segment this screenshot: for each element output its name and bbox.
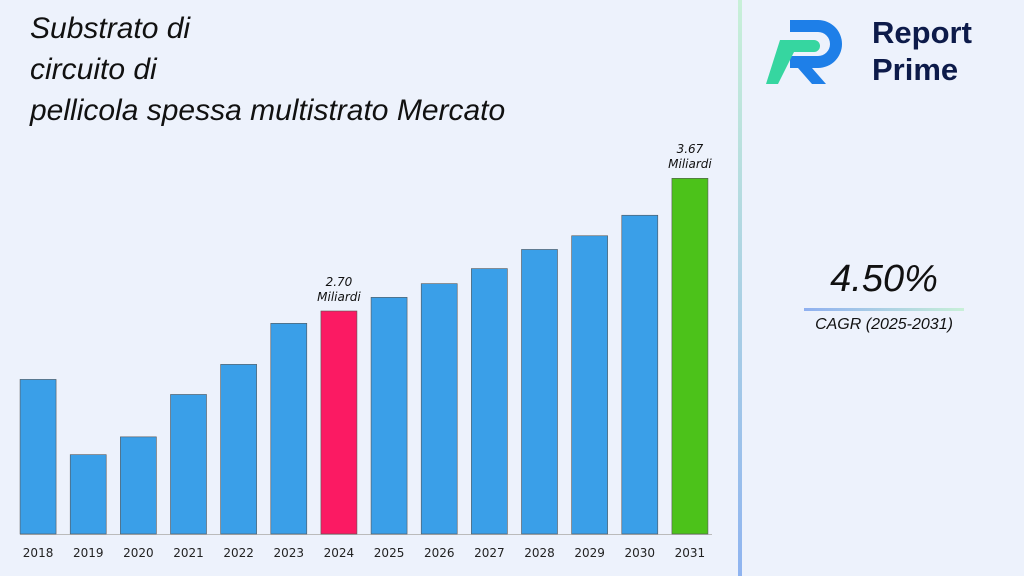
cagr-value: 4.50% <box>830 258 938 300</box>
cagr-label: CAGR (2025-2031) <box>815 316 953 333</box>
bar <box>671 178 709 535</box>
x-tick-label: 2031 <box>675 546 706 560</box>
x-tick-label: 2030 <box>625 546 656 560</box>
bar <box>19 379 57 535</box>
title-line: circuito di <box>30 53 157 86</box>
logo-text: Report Prime <box>872 14 972 88</box>
logo-line: Prime <box>872 52 959 87</box>
bar <box>120 436 157 535</box>
x-tick-label: 2021 <box>173 546 204 560</box>
bar <box>621 214 659 535</box>
divider <box>738 0 742 576</box>
bar <box>270 323 308 535</box>
logo-icon <box>766 20 842 84</box>
logo-line: Report <box>872 15 972 50</box>
bar <box>420 283 458 535</box>
bar <box>320 310 358 535</box>
bar <box>220 364 257 535</box>
bar <box>571 235 608 535</box>
cagr-underline <box>804 308 964 311</box>
x-tick-label: 2027 <box>474 546 505 560</box>
bar <box>471 268 508 535</box>
value-label: 3.67 Miliardi <box>668 142 712 172</box>
title-line: pellicola spessa multistrato Mercato <box>30 94 506 127</box>
title-line: Substrato di <box>30 12 191 45</box>
x-tick-label: 2023 <box>274 546 305 560</box>
x-tick-label: 2028 <box>524 546 555 560</box>
bar <box>521 249 558 535</box>
x-tick-label: 2022 <box>223 546 254 560</box>
chart-title: Substrato di circuito di pellicola spessa … <box>30 8 505 131</box>
x-tick-label: 2019 <box>73 546 104 560</box>
bar <box>370 297 408 535</box>
x-tick-label: 2020 <box>123 546 154 560</box>
bar <box>170 394 207 535</box>
x-tick-label: 2026 <box>424 546 455 560</box>
x-tick-label: 2024 <box>324 546 355 560</box>
value-label: 2.70 Miliardi <box>317 275 361 304</box>
bar <box>69 454 107 535</box>
x-tick-label: 2025 <box>374 546 405 560</box>
x-tick-label: 2029 <box>574 546 605 560</box>
x-tick-label: 2018 <box>23 546 54 560</box>
